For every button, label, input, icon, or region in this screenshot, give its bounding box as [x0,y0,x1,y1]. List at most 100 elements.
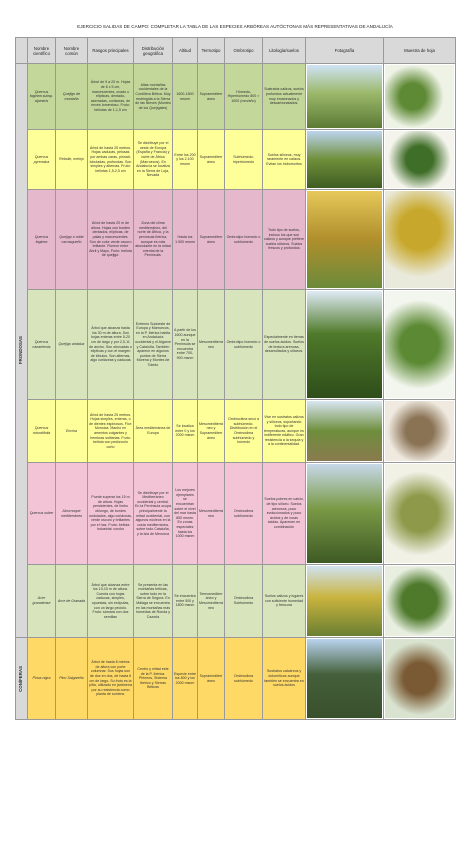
table-cell: Quercus canariensis [27,289,56,400]
photo-cell [305,564,384,638]
table-cell: Árbol de hasta 25 metros. Hojas caducas,… [87,129,134,190]
table-cell: Mesomediterráneo [197,289,225,400]
leaf-image [385,131,454,188]
header-cell: Nombre científico [27,37,56,64]
table-cell: Extremo Sudoeste de Europa y Marruecos, … [133,289,173,400]
leaf-cell [383,189,456,290]
leaf-cell [383,129,456,190]
species-row: Quercus faginea Quejigo o roble carrasque… [16,189,456,290]
table-cell: Quercus faginea subsp. alpestris [27,63,56,130]
table-cell: Centro y mitad este de la P. Ibérica. Pi… [133,637,173,720]
table-cell: Quejigo o roble carrasqueño [55,189,88,290]
table-cell: Acer granatense [27,564,56,638]
table-body: FRONDOSAS Quercus faginea subsp. alpestri… [15,63,456,720]
group-label: FRONDOSAS [18,336,24,365]
table-cell: Mesomediterráneo [197,462,225,565]
species-row: FRONDOSAS Quercus faginea subsp. alpestri… [15,63,456,638]
header-cell: Distribución geográfica [133,37,173,64]
table-cell: Se distribuye por el oeste de Europa (Es… [133,129,173,190]
table-cell: Zona del clima mediterráneo, del norte d… [133,189,173,290]
table-cell: Mesomediterráneo y Supramediterráneo [197,399,225,463]
table-cell: Supramediterráneo [197,129,225,190]
table-cell: Quejigo de montaña [55,63,88,130]
table-cell: Hasta los 1.900 msnm [172,189,198,290]
table-cell: Quejigo andaluz [55,289,88,400]
tree-photo [307,639,382,718]
table-cell: Entre los 200 y los 2.100 msnm [172,129,198,190]
table-cell: Quercus rotundifolia [27,399,56,463]
table-cell: Ombrotipo húmedo o subhúmedo [224,289,263,400]
table-cell: Húmedo-Hiperhúmedo 800 > 1000 (mm/año) [224,63,263,130]
tree-photo [307,566,382,636]
table-cell: Especie entre los 800 y los 2000 msnm [172,637,198,720]
species-row: Quercus canariensis Quejigo andaluz Árbol … [16,289,456,400]
table-cell: Árbol de hasta 20 m de altura. Hojas con… [87,189,134,290]
tree-photo [307,401,382,461]
table-cell: Árbol de hasta 25 metros. Hojas simples,… [87,399,134,463]
table-cell: Árbol que alcanza entre los 10-15 m de a… [87,564,134,638]
table-cell: 1600-1800 msnm [172,63,198,130]
photo-cell [305,637,384,720]
group-cell: FRONDOSAS [15,63,28,638]
header-cell: Rasgos principales [87,37,134,64]
species-row: Acer granatense Arce de Granada Árbol que … [16,564,456,638]
leaf-cell [383,399,456,463]
table-cell: Subhúmedo-hiperhúmedo [224,129,263,190]
header-cell: Litología/suelos [262,37,306,64]
table-cell: Sustratos calizos, suelos profundos actu… [262,63,306,130]
table-cell: Los mejores ejemplares se encuentran sob… [172,462,198,565]
table-cell: Encina [55,399,88,463]
header-row: Nombre científico Nombre común Rasgos prin… [15,37,456,64]
leaf-image [385,191,454,288]
species-row: CONÍFERAS Pinus nigra Pino Salgareño Árbol … [15,637,456,720]
table-cell: Suelos silíceos, muy raramente en calizo… [262,129,306,190]
table-cell: Supramediterráneo [197,189,225,290]
table-cell: Arce de Granada [55,564,88,638]
leaf-cell [383,63,456,130]
table-cell: Suelos calizos y lugares con suficiente … [262,564,306,638]
table-cell: Supramediterráneo [197,637,225,720]
table-cell: Se localiza entre 0 y los 2000 msnm [172,399,198,463]
table-cell: A partir de los 1600 aunque en la Peníns… [172,289,198,400]
species-row: Quercus pyrenaica Rebollo, melojo Árbol de… [16,129,456,190]
table-cell: Área mediterránea de Europa [133,399,173,463]
table-cell: Ombroclima Subhúmedo [224,564,263,638]
table-cell: Quercus faginea [27,189,56,290]
group-cell: CONÍFERAS [15,637,28,720]
table-cell: Todo tipo de suelos, incluso los que son… [262,189,306,290]
table-cell: Ombroclima subhúmedo [224,462,263,565]
table-cell: Termomediterráneo y Mesomediterráneo [197,564,225,638]
table-cell: Rebollo, melojo [55,129,88,190]
leaf-image [385,401,454,461]
table-cell: Quercus pyrenaica [27,129,56,190]
leaf-cell [383,289,456,400]
leaf-image [385,65,454,128]
tree-photo [307,191,382,288]
header-cell: Ombrotipo [224,37,263,64]
leaf-image [385,291,454,398]
tree-photo [307,65,382,128]
table-cell: Se presenta en las montañas béticas, sob… [133,564,173,638]
header-cell: Fotografía [305,37,384,64]
table-cell: Vive en sustratos calizos y silíceos, so… [262,399,306,463]
photo-cell [305,189,384,290]
table-cell: Supramediterráneo [197,63,225,130]
photo-cell [305,129,384,190]
table-cell: Altas montañas occidentales de la Cordil… [133,63,173,130]
table-cell: Quercus suber [27,462,56,565]
table-cell: Pinus nigra [27,637,56,720]
photo-cell [305,462,384,565]
header-cell: Nombre común [55,37,88,64]
species-row: Quercus suber Alcornoque mediterráneo Pued… [16,462,456,565]
photo-cell [305,289,384,400]
table-cell: Puede superar los 15 m de altura. Hojas … [87,462,134,565]
table-cell: Sustratos calcáreos y dolomíticos aunque… [262,637,306,720]
table-cell: Suelos pobres en calcio, de tipo silíceo… [262,462,306,565]
table-cell: Árbol de 9 a 20 m. Hojas de 6 x 5 cm, ma… [87,63,134,130]
table-cell: Pino Salgareño [55,637,88,720]
leaf-image [385,639,454,718]
table-cell: Árbol de hasta 8 metros de altura con po… [87,637,134,720]
photo-cell [305,399,384,463]
table-cell: Ombrotipo húmedo o subhúmedo [224,189,263,290]
